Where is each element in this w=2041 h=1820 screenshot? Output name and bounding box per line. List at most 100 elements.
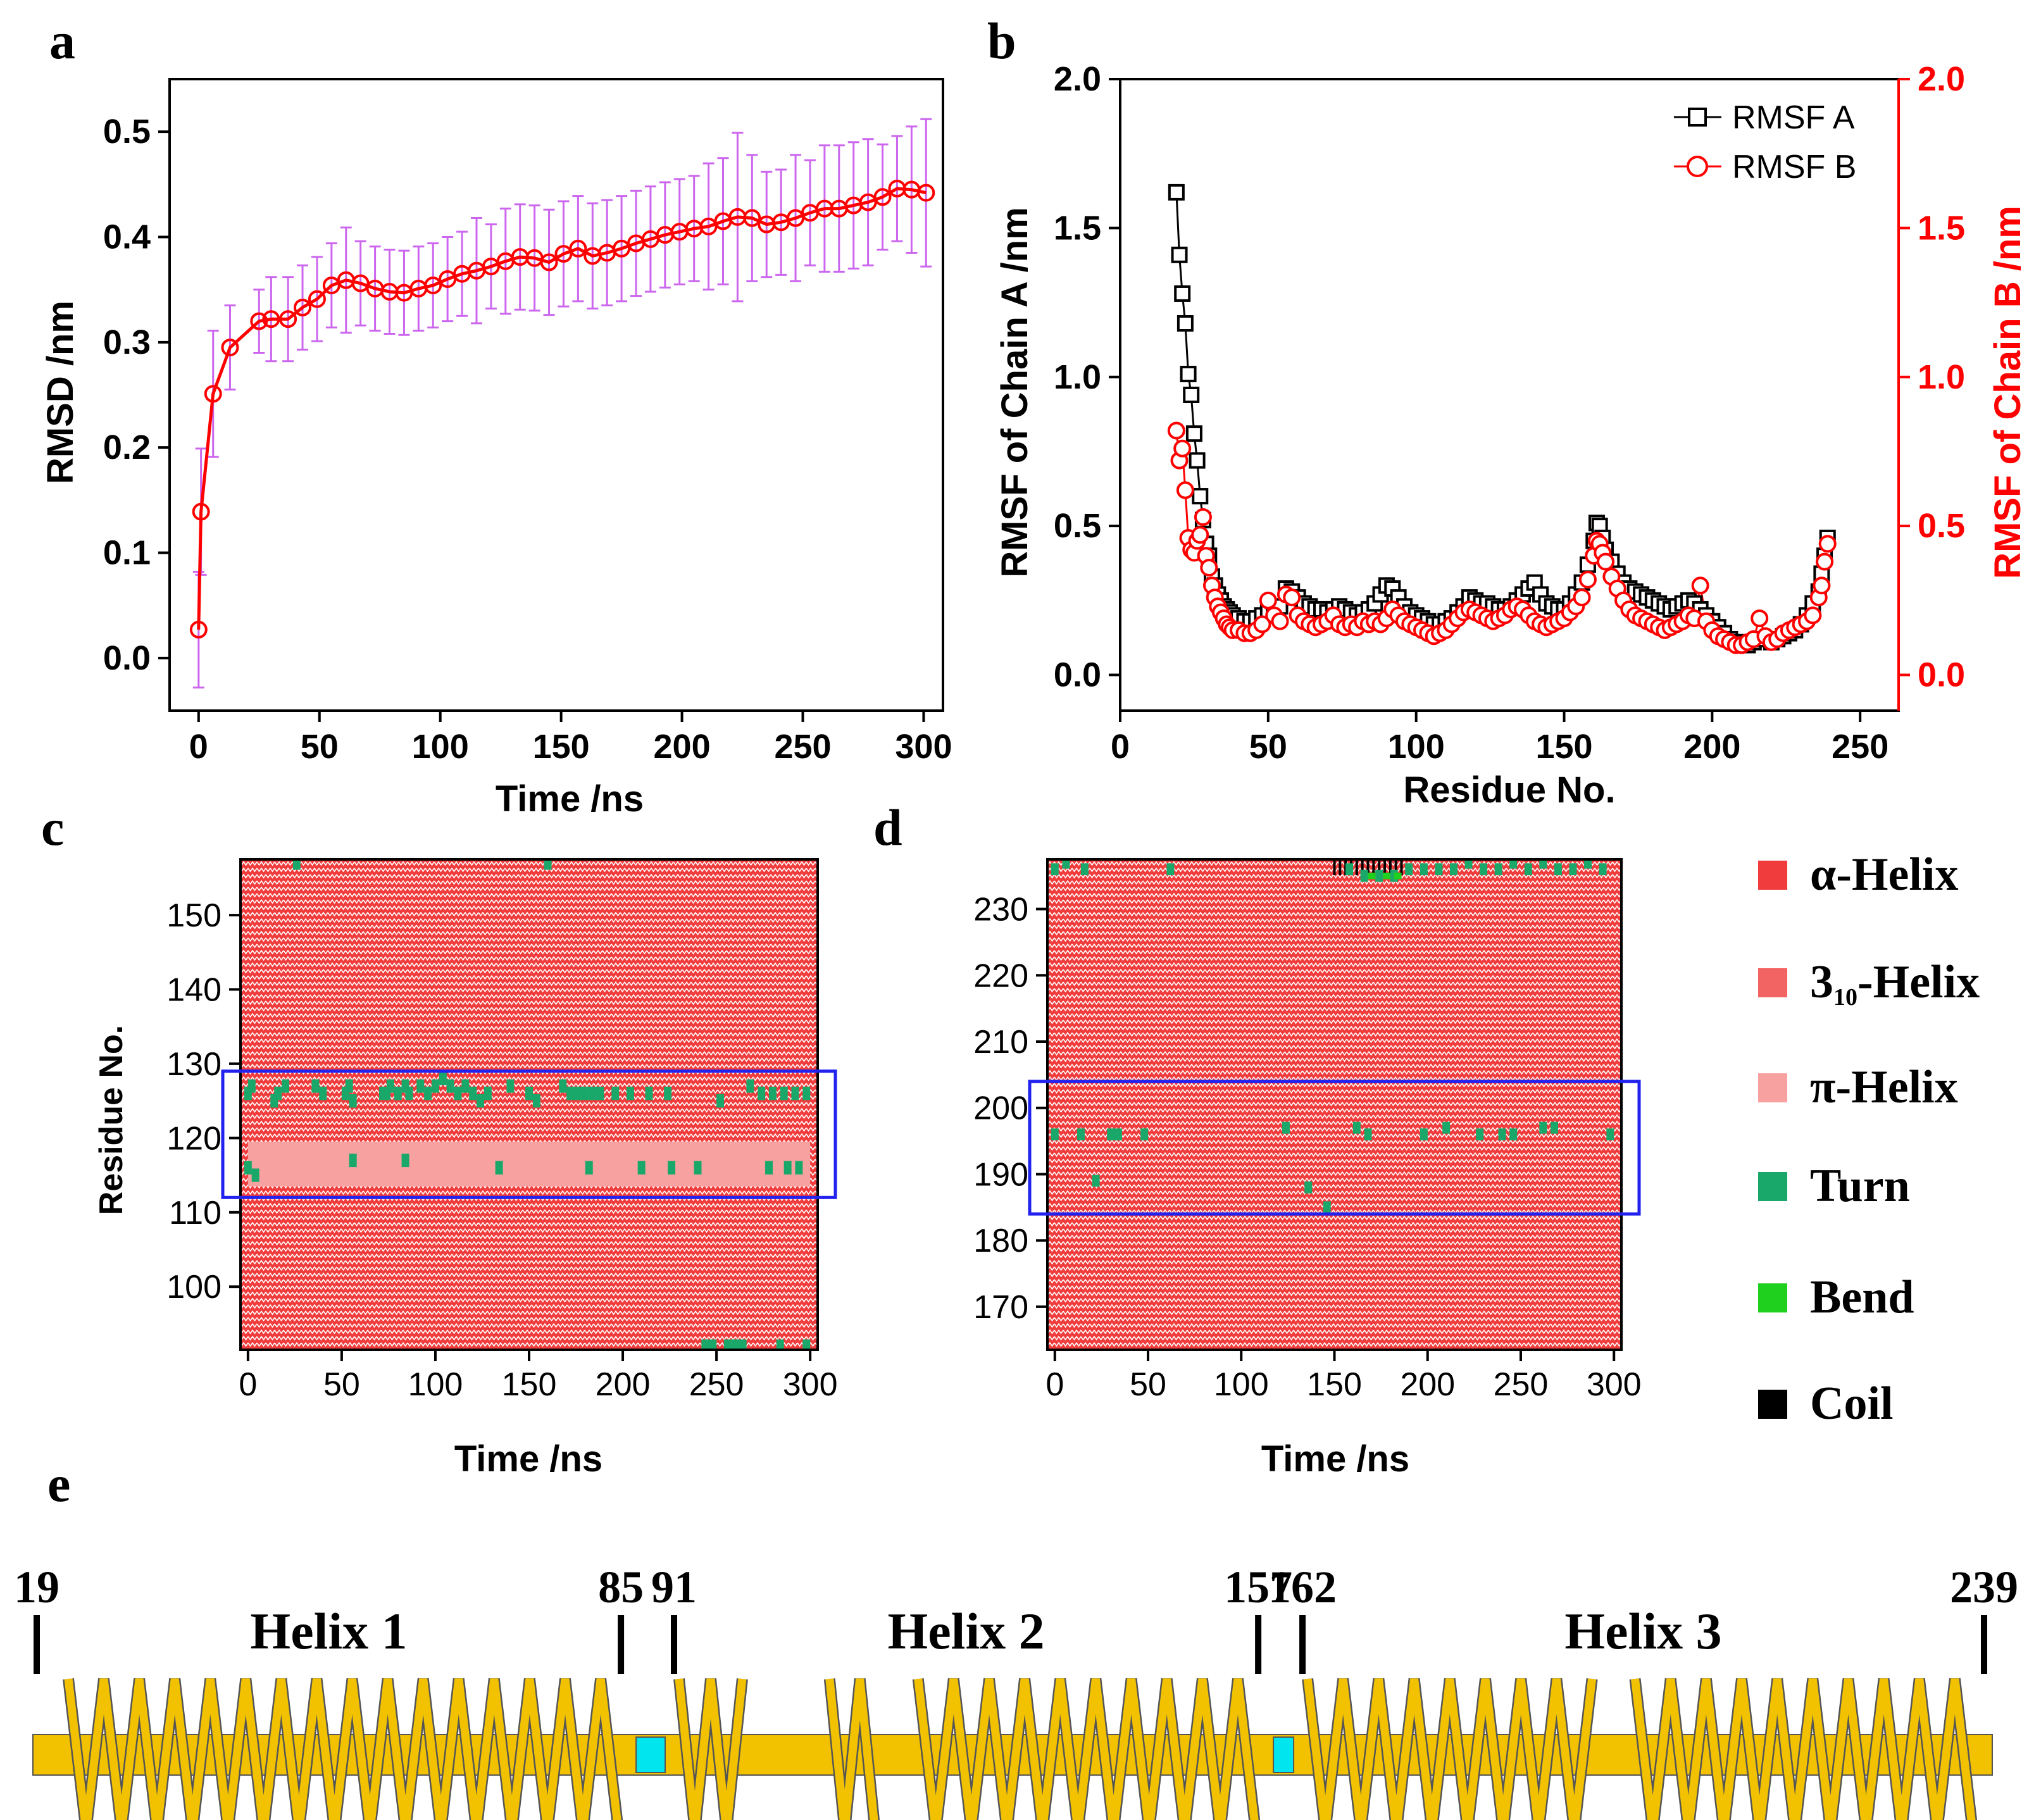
- turn-mark: [349, 1094, 357, 1108]
- rmsf-b-point: [1596, 552, 1614, 571]
- turn-mark: [282, 1079, 290, 1093]
- turn-mark: [637, 1161, 646, 1175]
- turn-mark: [783, 1161, 792, 1175]
- turn-mark: [1114, 1128, 1122, 1141]
- turn-mark: [791, 1087, 799, 1100]
- y-tick-label: 140: [166, 971, 222, 1008]
- turn-mark: [668, 1161, 676, 1175]
- turn-mark: [1480, 863, 1488, 876]
- coil-mark: [1333, 859, 1336, 876]
- boundary-label: 157: [1224, 1562, 1292, 1612]
- x-tick-label: 100: [1214, 1366, 1269, 1403]
- x-tick-label: 50: [1249, 728, 1287, 766]
- x-tick-label: 200: [596, 1366, 651, 1403]
- y-tick-label: 180: [973, 1223, 1028, 1259]
- rmsf-a-point: [1189, 452, 1206, 469]
- y-tick-label: 220: [973, 957, 1028, 994]
- y-tick-label: 150: [166, 897, 222, 934]
- boundary-label: 85: [598, 1562, 644, 1612]
- turn-mark: [251, 1168, 259, 1182]
- rmsd-points: [189, 179, 935, 639]
- turn-mark: [802, 1087, 811, 1100]
- turn-mark: [581, 1087, 589, 1100]
- turn-mark: [1498, 1128, 1506, 1141]
- turn-mark: [1599, 863, 1607, 876]
- y-tick-label: 190: [973, 1156, 1028, 1193]
- coil-mark: [1383, 859, 1387, 876]
- legend-label: Turn: [1810, 1160, 1910, 1212]
- x-tick-label: 100: [408, 1366, 463, 1403]
- turn-mark: [739, 1339, 747, 1350]
- x-tick-label: 0: [1045, 1366, 1064, 1403]
- rmsf-b-point: [1283, 589, 1301, 607]
- turn-mark: [1107, 1128, 1115, 1141]
- legend-marker-b: [1687, 156, 1708, 177]
- x-axis-title-d: Time /ns: [1261, 1438, 1409, 1480]
- rmsd-point: [221, 339, 239, 357]
- rmsf-b-point: [1271, 612, 1289, 630]
- turn-mark: [709, 1339, 717, 1350]
- legend-label: α-Helix: [1810, 849, 1958, 901]
- axes-a: 0 50 100 150 200 250 300 0.0 0.1 0.2 0.3 0.4 0.5: [103, 113, 952, 766]
- x-tick-label: 150: [502, 1366, 557, 1403]
- axes-b: 0 50 100 150 200 250 0.0 0.0 0.5 0.5 1.0 1.0 1.5 1.5 2…: [1054, 60, 1965, 766]
- x-tick-label: 250: [1494, 1366, 1549, 1403]
- turn-mark: [1140, 1128, 1149, 1141]
- highlight-box-c: [221, 1069, 837, 1199]
- y-tick-label: 0.2: [103, 428, 151, 466]
- turn-mark: [1304, 1181, 1313, 1194]
- x-tick-label: 300: [895, 728, 952, 766]
- axes-c: 0 50 100 150 200 250 300 100 110 120 130 140 150: [166, 897, 837, 1403]
- legend-swatch: [1758, 968, 1787, 997]
- turn-mark: [645, 1087, 653, 1100]
- turn-mark: [802, 1339, 811, 1350]
- highlight-box-d: [1028, 1080, 1641, 1216]
- turn-mark: [758, 1087, 766, 1100]
- legend-swatch: [1758, 1073, 1787, 1102]
- turn-mark: [1449, 863, 1457, 876]
- turn-mark: [1569, 863, 1577, 876]
- turn-mark: [525, 1087, 533, 1100]
- rmsd-point: [540, 253, 558, 271]
- turn-mark: [795, 1161, 803, 1175]
- rmsf-a-point: [1177, 315, 1194, 332]
- turn-mark: [573, 1087, 582, 1100]
- turn-mark: [424, 1087, 432, 1100]
- rmsf-b-point: [1578, 570, 1597, 589]
- panel-label-e: e: [47, 1455, 70, 1512]
- legend-label: Coil: [1810, 1378, 1894, 1430]
- turn-mark: [780, 1087, 788, 1100]
- x-tick-label: 250: [774, 728, 831, 766]
- turn-mark: [1051, 863, 1059, 876]
- turn-mark: [701, 1339, 709, 1350]
- rmsf-b-point: [1167, 421, 1185, 440]
- error-bars-a: [192, 118, 932, 689]
- x-tick-label: 300: [783, 1366, 838, 1403]
- y-tick-label: 0.5: [103, 113, 151, 151]
- turn-mark: [664, 1087, 672, 1100]
- turn-mark: [611, 1087, 620, 1100]
- x-tick-label: 50: [1130, 1366, 1166, 1403]
- x-tick-label: 250: [689, 1366, 744, 1403]
- turn-mark: [746, 1079, 754, 1093]
- turn-mark: [1464, 859, 1473, 869]
- rmsd-point: [204, 385, 222, 403]
- rmsf-b-point: [1200, 559, 1218, 577]
- turn-mark: [1405, 863, 1413, 876]
- legend-b: RMSF A RMSF B: [1674, 99, 1856, 185]
- rmsd-point: [424, 277, 442, 295]
- alpha-helix-field-c: [240, 859, 818, 1350]
- x-tick-label: 0: [239, 1366, 257, 1403]
- panel-label-b: b: [987, 12, 1016, 70]
- y-axis-title-c: Residue No.: [93, 1025, 130, 1216]
- y-tick-label: 170: [973, 1289, 1028, 1326]
- rmsf-b-point: [1194, 508, 1212, 527]
- legend-swatch: [1758, 1390, 1787, 1419]
- turn-mark: [461, 1079, 470, 1093]
- turn-mark: [1524, 863, 1532, 876]
- turn-mark: [544, 859, 552, 870]
- rmsf-a-points: [1168, 184, 1836, 654]
- panel-label-d: d: [873, 799, 902, 856]
- rmsf-b-point: [1173, 439, 1192, 458]
